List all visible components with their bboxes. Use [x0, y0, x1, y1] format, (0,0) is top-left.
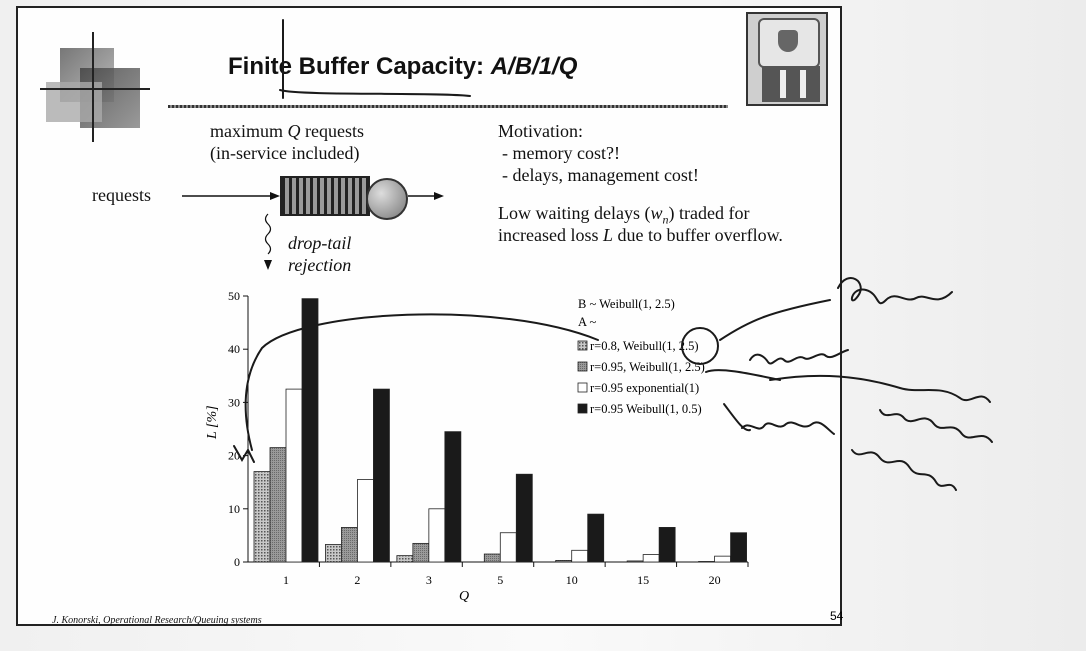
title-plain: Finite Buffer Capacity: [228, 53, 491, 80]
motivation-item-2: - delays, management cost! [502, 165, 699, 185]
slide: Finite Buffer Capacity: A/B/1/Q maximum … [16, 6, 844, 626]
server-icon [366, 178, 408, 220]
legend-header-a: A ~ [578, 315, 596, 329]
motivation-heading: Motivation: [498, 121, 583, 141]
y-axis-label: L [%] [205, 405, 220, 440]
rejection-label: rejection [288, 255, 352, 275]
y-tick-label: 40 [228, 342, 240, 356]
bar [587, 513, 605, 563]
bar [730, 532, 747, 563]
legend-header-b: B ~ Weibull(1, 2.5) [578, 297, 675, 311]
x-axis-label: Q [459, 589, 469, 604]
buffer-queue [280, 176, 370, 216]
max-q-label: maximum Q requests [210, 121, 364, 141]
y-tick-label: 10 [228, 502, 240, 516]
x-tick-label: 5 [497, 573, 503, 587]
queue-arrows [182, 192, 444, 270]
motivation-item-1: - memory cost?! [502, 143, 620, 163]
tradeoff-line-2: increased loss L due to buffer overflow. [498, 225, 783, 245]
legend-label: r=0.8, Weibull(1, 2.5) [590, 339, 699, 353]
title-italic: A/B/1/Q [490, 53, 578, 80]
slide-title: Finite Buffer Capacity: A/B/1/Q [228, 53, 658, 81]
in-service-label: (in-service included) [210, 143, 360, 163]
x-tick-label: 2 [354, 573, 360, 587]
legend-swatch [577, 382, 588, 393]
ei-logo-icon [762, 66, 820, 102]
y-tick-label: 30 [228, 395, 240, 409]
bar [658, 527, 676, 563]
x-tick-label: 15 [637, 573, 649, 587]
bar [301, 298, 319, 563]
bar [373, 388, 390, 563]
drop-tail-label: drop-tail [288, 233, 352, 253]
title-underline [168, 105, 728, 108]
page-number: 54 [830, 609, 844, 623]
x-tick-label: 3 [426, 573, 432, 587]
corner-decoration [40, 32, 150, 142]
seal-icon [758, 18, 820, 68]
tradeoff-line-1: Low waiting delays (wn) traded for [498, 203, 750, 227]
footer-citation: J. Konorski, Operational Research/Queuin… [52, 615, 262, 626]
legend-label: r=0.95 Weibull(1, 0.5) [590, 402, 702, 416]
bar [515, 473, 533, 563]
legend-swatch [577, 403, 588, 414]
y-tick-label: 0 [234, 555, 240, 569]
bar [444, 431, 462, 563]
x-tick-label: 20 [709, 573, 721, 587]
university-logo [746, 12, 828, 106]
legend-label: r=0.95 exponential(1) [590, 381, 699, 395]
legend-swatch [577, 340, 588, 351]
y-tick-label: 50 [228, 289, 240, 303]
requests-label: requests [92, 185, 151, 205]
x-tick-label: 1 [283, 573, 289, 587]
x-tick-label: 10 [566, 573, 578, 587]
legend-swatch [577, 361, 588, 372]
legend-label: r=0.95, Weibull(1, 2.5) [590, 360, 705, 374]
